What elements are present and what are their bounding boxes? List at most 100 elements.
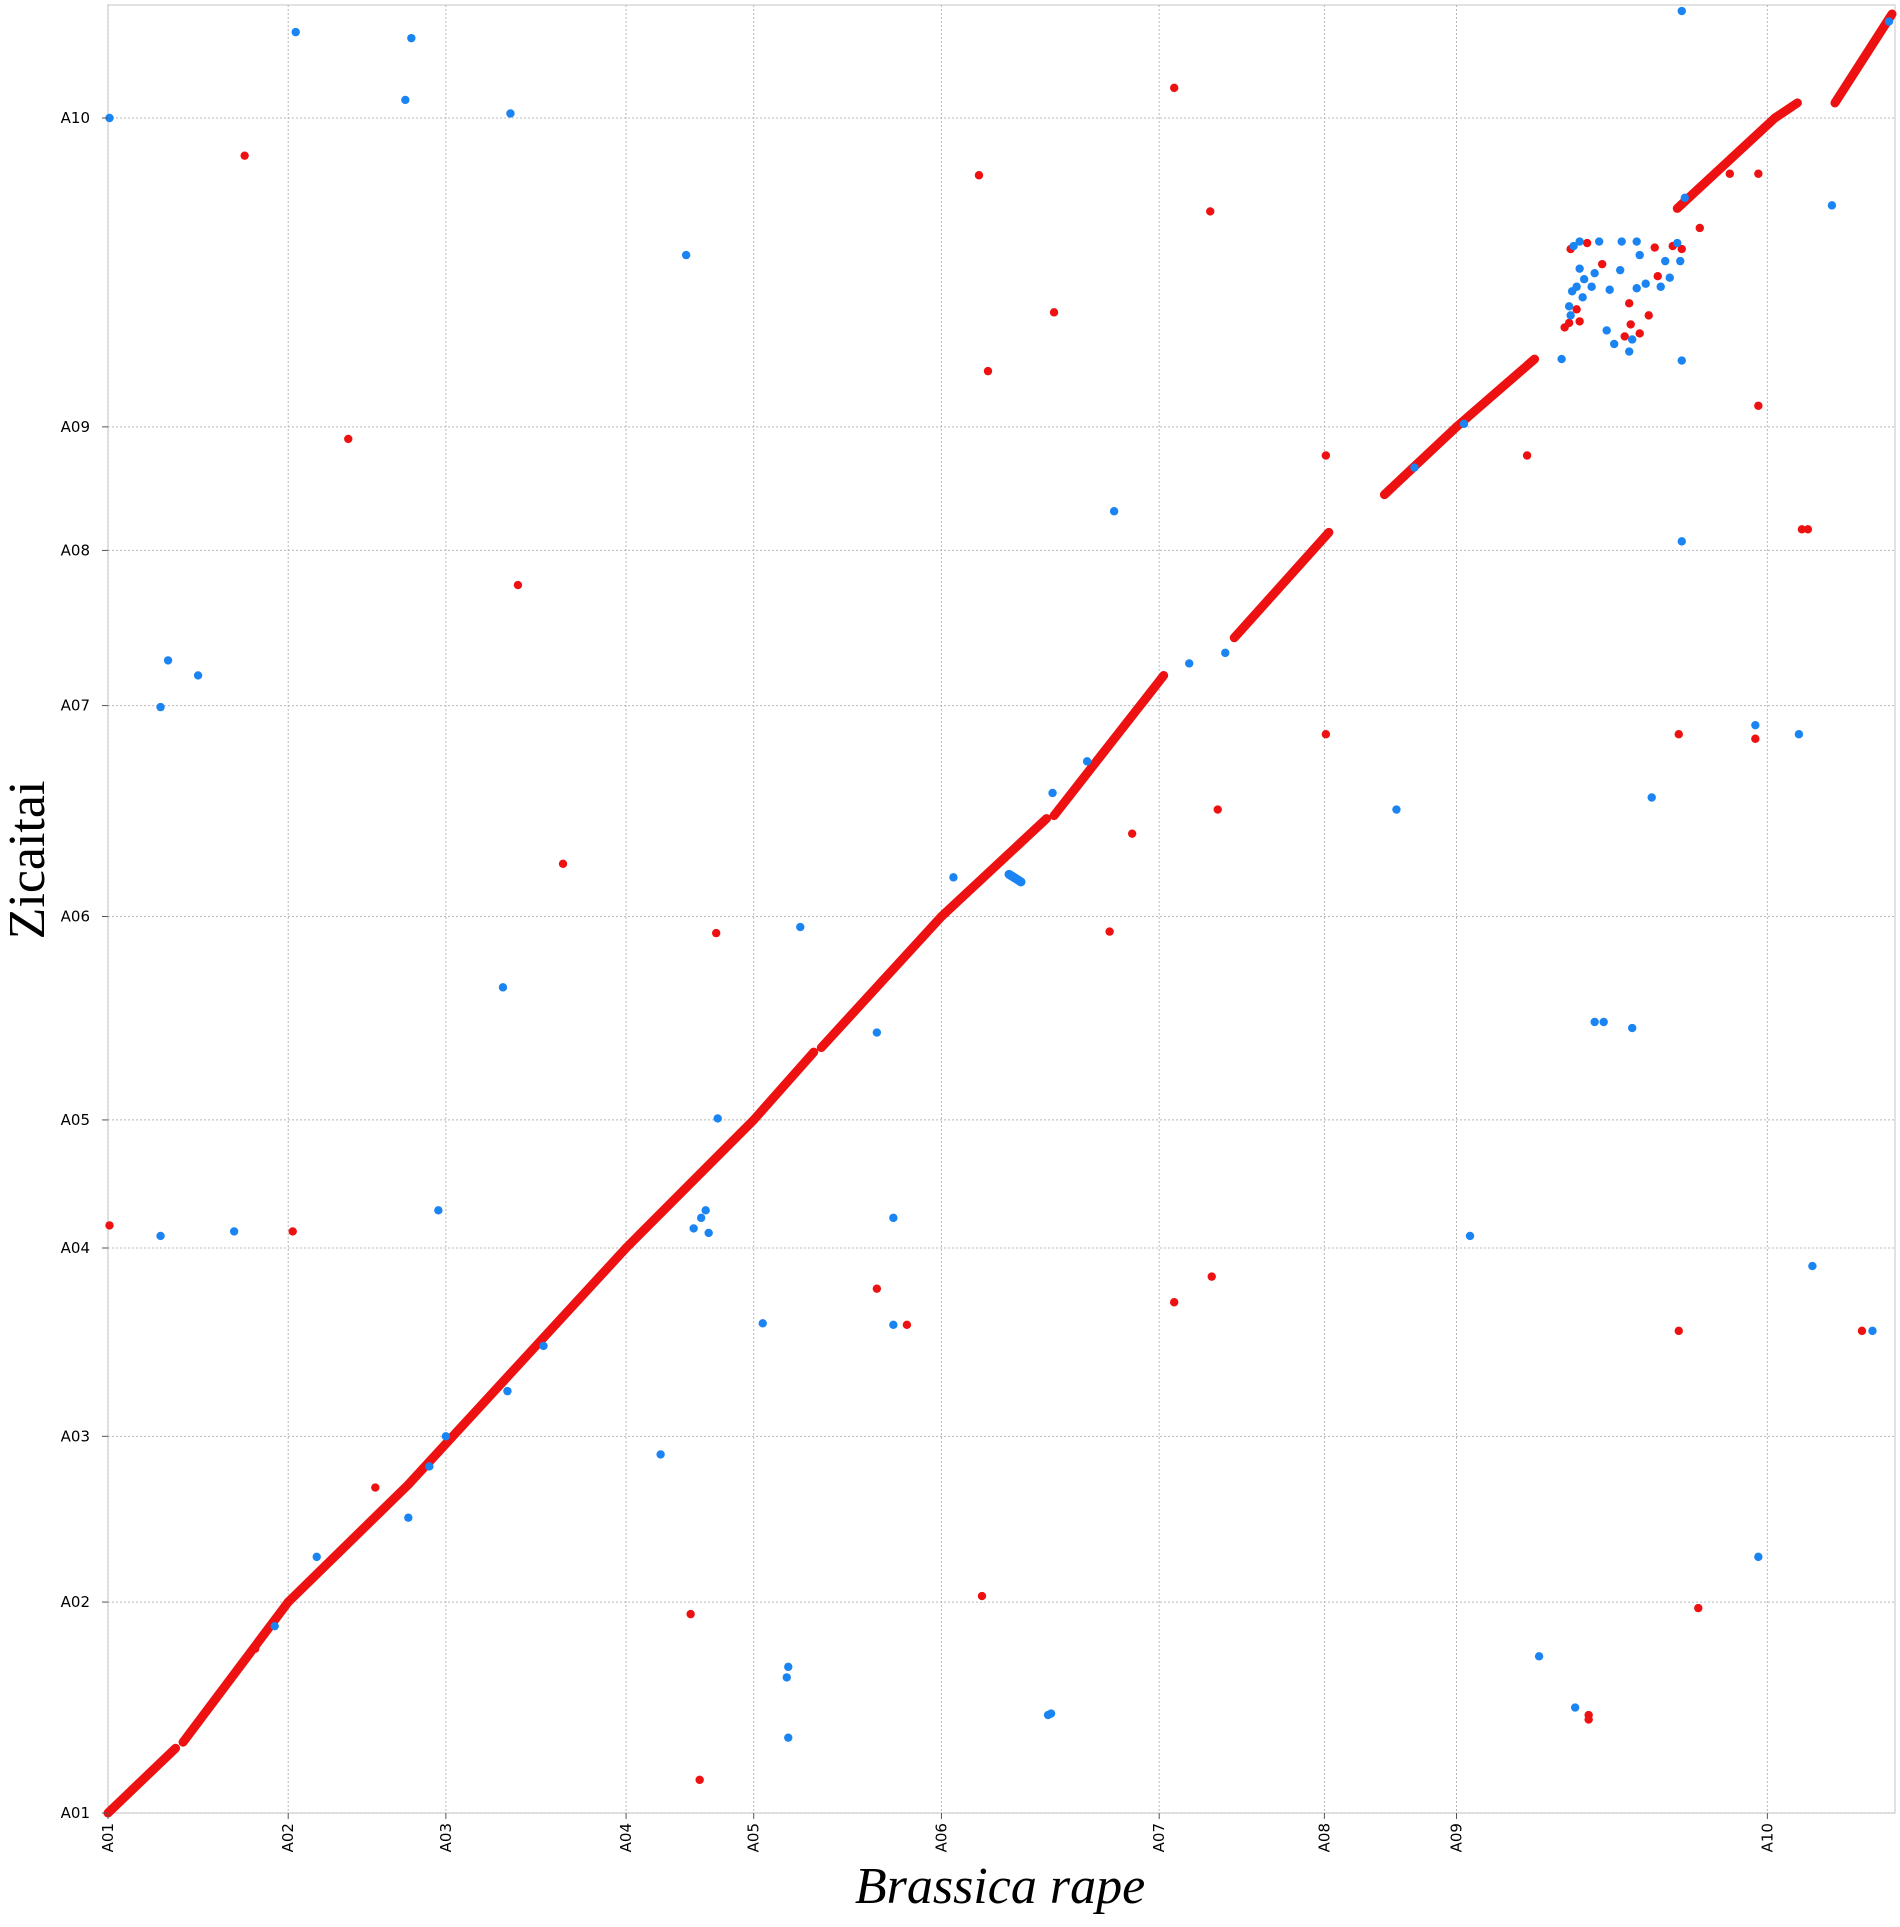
blue-point: [1109, 507, 1119, 516]
blue-point: [1677, 537, 1686, 546]
blue-point: [1677, 356, 1686, 365]
x-tick-label: A03: [437, 1823, 455, 1852]
blue-point: [498, 983, 508, 992]
x-tick-label: A01: [99, 1823, 117, 1852]
blue-point: [704, 1228, 713, 1238]
blue-point: [1566, 311, 1575, 320]
blue-point: [1628, 1023, 1637, 1033]
y-axis-ticks: A01 A02 A03 A04 A05 A06 A07 A08 A09 A10: [61, 109, 108, 1822]
red-point: [983, 366, 993, 376]
grid-lines: [107, 5, 1895, 1814]
red-point: [105, 1221, 114, 1230]
red-point: [1644, 311, 1653, 320]
plot-frame: [107, 4, 1896, 1814]
red-point: [1169, 1298, 1179, 1307]
blue-point: [701, 1206, 710, 1215]
y-tick-label: A09: [61, 418, 90, 436]
blue-point: [1046, 1709, 1056, 1718]
y-tick-label: A02: [61, 1593, 90, 1611]
blue-point: [1656, 282, 1665, 291]
y-tick-label: A08: [61, 541, 90, 559]
blue-point: [1632, 237, 1641, 246]
blue-point: [1617, 237, 1626, 246]
blue-point: [1082, 757, 1092, 766]
blue-point: [1392, 805, 1401, 814]
red-point: [371, 1483, 380, 1492]
blue-point: [1602, 326, 1611, 335]
blue-point: [1587, 282, 1596, 291]
y-tick-label: A04: [61, 1239, 90, 1257]
red-point: [1694, 1603, 1703, 1613]
blue-point: [1661, 256, 1670, 266]
red-point: [1650, 243, 1659, 252]
blue-point: [1827, 201, 1837, 210]
red-point: [872, 1284, 882, 1293]
red-point: [1207, 1272, 1216, 1281]
red-point: [1321, 730, 1331, 739]
blue-point: [156, 1231, 165, 1241]
blue-point: [441, 1432, 451, 1441]
blue-point: [758, 1319, 767, 1328]
red-point: [1321, 451, 1331, 460]
blue-point: [681, 250, 691, 260]
blue-point: [404, 1513, 413, 1522]
synteny-block-red: [283, 1480, 413, 1607]
y-tick-label: A10: [61, 109, 90, 127]
blue-point: [796, 922, 805, 932]
synteny-block-red: [621, 1115, 759, 1253]
x-tick-label: A05: [745, 1823, 763, 1852]
blue-point: [1185, 659, 1194, 668]
synteny-block-red: [816, 912, 946, 1053]
blue-point: [1673, 238, 1682, 248]
blue-point: [1808, 1261, 1817, 1271]
red-point: [1674, 730, 1683, 739]
synteny-block-red: [1452, 354, 1540, 432]
red-point: [1677, 244, 1686, 254]
blue-point: [1609, 339, 1619, 349]
blue-point: [889, 1320, 898, 1330]
red-point: [288, 1227, 297, 1236]
blue-point: [539, 1341, 548, 1351]
synteny-segments: [103, 9, 1897, 1818]
blue-point: [1564, 302, 1574, 311]
red-point: [977, 1591, 987, 1601]
blue-point: [105, 113, 114, 123]
red-point: [1582, 238, 1592, 248]
synteny-block-red: [1049, 670, 1169, 821]
blue-point: [949, 873, 958, 882]
blue-point: [1599, 1017, 1608, 1027]
red-point: [1626, 320, 1635, 329]
red-point: [1625, 299, 1634, 308]
red-point: [240, 151, 249, 160]
x-tick-label: A08: [1315, 1823, 1333, 1852]
red-point: [686, 1609, 695, 1619]
red-point: [1564, 318, 1574, 328]
blue-point: [1048, 788, 1057, 798]
red-point: [711, 928, 721, 938]
blue-point: [503, 1386, 512, 1396]
blue-point: [1590, 1017, 1599, 1027]
blue-point: [193, 671, 203, 680]
x-tick-label: A02: [279, 1823, 297, 1852]
blue-point: [1459, 419, 1469, 429]
x-tick-label: A10: [1758, 1823, 1776, 1852]
synteny-points: [105, 6, 1894, 1785]
synteny-block-red: [749, 1047, 819, 1125]
synteny-block-red: [1229, 527, 1334, 643]
blue-point: [434, 1206, 443, 1215]
synteny-block-red: [403, 1243, 631, 1490]
blue-point: [1465, 1231, 1475, 1241]
blue-point: [784, 1662, 793, 1672]
x-axis-title: Brassica rape: [855, 1858, 1145, 1915]
blue-point: [1615, 265, 1625, 275]
blue-point: [1570, 1703, 1580, 1712]
red-point: [344, 434, 353, 444]
x-tick-label: A07: [1150, 1823, 1168, 1852]
blue-point: [1754, 1552, 1763, 1562]
synteny-block-blue: [1004, 869, 1026, 887]
red-point: [1049, 308, 1059, 317]
blue-point: [401, 95, 410, 105]
red-point: [1522, 451, 1532, 460]
blue-point: [1665, 273, 1674, 282]
